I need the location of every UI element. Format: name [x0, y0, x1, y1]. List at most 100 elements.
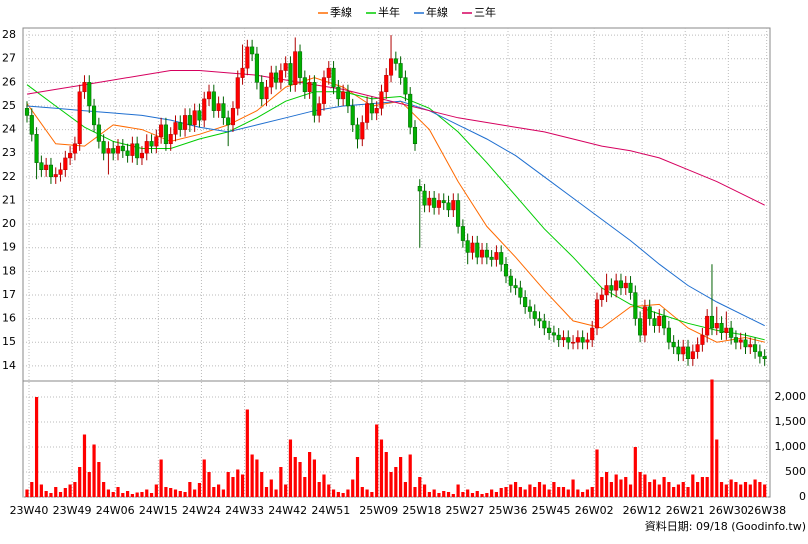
volume-bar: [581, 492, 585, 497]
candle-body: [412, 126, 418, 145]
volume-bar: [54, 487, 58, 497]
candle-body: [757, 351, 762, 357]
candle-body: [240, 67, 245, 78]
candle-body: [77, 91, 82, 145]
candle-body: [34, 134, 39, 163]
volume-bar: [537, 482, 542, 497]
y-tick-label: 16: [2, 312, 16, 325]
candle-body: [575, 337, 580, 343]
plot-frame: [22, 27, 771, 498]
volume-bar: [609, 482, 613, 497]
candle-body: [307, 82, 312, 93]
volume-bar: [652, 479, 657, 497]
volume-bar: [700, 477, 704, 497]
volume-bar: [312, 459, 316, 497]
y-tick-label: 14: [2, 359, 16, 372]
volume-bar: [92, 444, 96, 497]
x-tick-label: 25W45: [532, 504, 571, 517]
y-tick-label: 15: [2, 335, 16, 348]
candle-body: [480, 249, 485, 258]
x-tick-label: 26W30: [709, 504, 748, 517]
volume-bar: [236, 469, 240, 497]
volume-bar: [533, 487, 537, 497]
volume-bar: [422, 484, 427, 497]
y-tick-label: 17: [2, 288, 16, 301]
volume-bar: [336, 492, 340, 497]
volume-bar: [217, 484, 221, 497]
candle-body: [585, 339, 590, 343]
candle-body: [388, 58, 394, 76]
candle-body: [149, 141, 154, 147]
candle-body: [44, 164, 49, 170]
candle-body: [638, 318, 643, 336]
volume-bar: [403, 482, 408, 497]
x-tick-label: 26W12: [623, 504, 662, 517]
candle-body: [254, 53, 259, 83]
y-tick-label: 19: [2, 241, 16, 254]
volume-bar: [638, 472, 642, 497]
volume-bar: [528, 484, 532, 497]
volume-bar: [355, 457, 360, 497]
volume-bar: [125, 491, 130, 497]
candle-body: [317, 103, 322, 116]
candle-body: [594, 299, 600, 329]
volume-bar: [365, 489, 369, 497]
volume-bar: [331, 489, 336, 497]
candle-body: [92, 105, 97, 126]
volume-bar: [87, 472, 91, 497]
y-tick-label: 23: [2, 146, 16, 159]
candle-body: [250, 46, 255, 55]
volume-bar: [418, 477, 422, 497]
candle-body: [432, 197, 437, 208]
x-tick-label: 26W21: [666, 504, 705, 517]
volume-bar: [432, 489, 436, 497]
volume-bar: [672, 487, 676, 497]
volume-bar: [662, 477, 666, 497]
volume-bar: [624, 477, 628, 497]
volume-bar: [734, 482, 738, 497]
x-tick-label: 24W24: [182, 504, 221, 517]
volume-bar: [739, 484, 743, 497]
y-tick-label: 27: [2, 52, 16, 65]
volume-bar: [485, 493, 489, 497]
candle-body: [120, 145, 125, 152]
volume-bar: [748, 484, 752, 497]
volume-bar: [221, 489, 225, 497]
volume-bar: [245, 409, 249, 497]
volume-bar: [264, 487, 269, 497]
candle-body: [360, 122, 365, 140]
candle-body: [374, 108, 379, 114]
volume-bar: [561, 487, 566, 497]
candle-body: [321, 77, 327, 104]
y-tick-label: 26: [2, 75, 16, 88]
x-tick-label: 25W18: [402, 504, 441, 517]
volume-bar: [499, 488, 503, 497]
candle-body: [326, 67, 331, 78]
candle-body: [733, 337, 738, 343]
volume-bar: [102, 482, 106, 497]
candle-body: [551, 332, 556, 336]
candle-body: [72, 143, 77, 154]
candle-body: [724, 327, 729, 334]
volume-bar: [633, 447, 637, 497]
volume-bar: [106, 489, 111, 497]
legend-label: 半年: [378, 5, 400, 19]
volume-bar: [178, 491, 182, 497]
candle-body: [393, 58, 398, 64]
volume-bar: [724, 484, 728, 497]
volume-bar: [513, 482, 518, 497]
volume-bar: [542, 484, 546, 497]
volume-bar: [657, 484, 661, 497]
candle-body: [599, 294, 604, 300]
volume-bar: [643, 474, 647, 497]
ma-line: [26, 100, 765, 327]
volume-bar: [494, 492, 499, 497]
candle-body: [494, 252, 499, 260]
volume-bar: [628, 484, 633, 497]
volume-bar: [705, 477, 709, 497]
volume-bar: [116, 487, 120, 497]
volume-bar: [240, 474, 245, 497]
candle-body: [139, 152, 145, 159]
volume-bar: [154, 484, 158, 497]
volume-bar: [729, 479, 733, 497]
